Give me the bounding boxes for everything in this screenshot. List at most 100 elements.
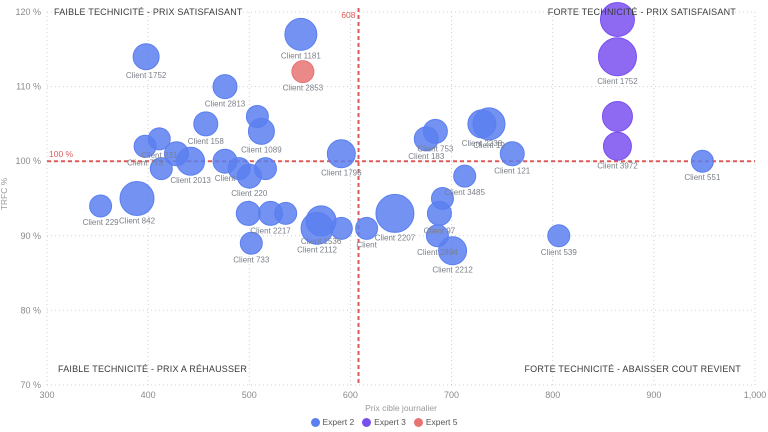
data-point — [547, 224, 571, 248]
point-label: Client 1796 — [321, 169, 362, 178]
legend-label: Expert 2 — [322, 417, 355, 427]
point-label: Client 97 — [424, 226, 456, 235]
data-point — [355, 216, 379, 240]
data-point — [599, 1, 635, 37]
data-point — [193, 111, 219, 137]
legend-label: Expert 3 — [374, 417, 406, 427]
data-point — [284, 17, 318, 51]
data-point — [601, 100, 633, 132]
point-label: Client 2238 — [462, 139, 503, 148]
point-label: Client 1536 — [301, 237, 342, 246]
legend-item[interactable]: Expert 5 — [413, 417, 458, 427]
point-label: Client 2207 — [375, 233, 416, 242]
data-point — [422, 118, 448, 144]
data-point — [149, 157, 173, 181]
y-tick-label: 120 % — [15, 7, 41, 17]
point-label: Client 1181 — [281, 51, 321, 60]
point-label: Client 3972 — [597, 161, 638, 170]
data-point — [274, 201, 298, 225]
point-label: Client 220 — [231, 189, 268, 198]
x-reference-label: 608 — [341, 10, 355, 20]
point-label: Client 1752 — [597, 77, 638, 86]
point-label: Client 2217 — [250, 226, 291, 235]
point-labels: Client 1752 Client 1181 Client 2813 Client … — [83, 51, 721, 274]
point-label: Client 3485 — [444, 188, 485, 197]
y-tick-label: 100 % — [15, 156, 41, 166]
x-tick-label: 900 — [646, 390, 661, 400]
point-label: Client 2013 — [170, 176, 211, 185]
data-point — [438, 236, 468, 266]
y-tick-label: 90 % — [20, 231, 41, 241]
legend-item[interactable]: Expert 3 — [362, 417, 406, 427]
point-label: Client 231 — [141, 151, 178, 160]
point-label: Client 1752 — [126, 71, 167, 80]
legend: Expert 2 Expert 3 Expert 5 — [0, 417, 768, 429]
reference-lines: 608 100 % — [47, 8, 755, 385]
data-point — [597, 37, 637, 77]
data-points — [89, 1, 714, 266]
data-point — [499, 141, 525, 167]
y-tick-label: 80 % — [20, 305, 41, 315]
data-point — [89, 194, 113, 218]
point-label: Client 229 — [83, 218, 120, 227]
data-point — [176, 146, 206, 176]
legend-dot — [413, 417, 423, 427]
data-point — [426, 200, 452, 226]
point-label: Client 158 — [188, 137, 225, 146]
point-label: Client — [215, 174, 236, 183]
x-tick-label: 400 — [141, 390, 156, 400]
point-label: Client 733 — [233, 255, 270, 264]
data-point — [472, 107, 506, 141]
data-point — [375, 193, 415, 233]
quadrant-label-top-left: FAIBLE TECHNICITÉ - PRIX SATISFAISANT — [54, 7, 243, 17]
data-point — [690, 149, 714, 173]
point-label: Client 773 — [127, 158, 164, 167]
data-point — [147, 127, 171, 151]
data-point — [247, 117, 275, 145]
point-label: Client 2894 — [417, 248, 458, 257]
data-point — [291, 60, 315, 84]
data-point — [253, 157, 277, 181]
quadrant-label-bottom-left: FAIBLE TECHNICITÉ - PRIX A RÉHAUSSER — [58, 364, 247, 374]
data-point — [212, 74, 238, 100]
point-label: Client 183 — [408, 152, 445, 161]
point-label: Client 539 — [541, 248, 578, 257]
y-tick-label: 110 % — [16, 82, 41, 92]
y-axis-label: TRFC % — [0, 177, 9, 210]
x-tick-label: 600 — [343, 390, 358, 400]
data-point — [239, 231, 263, 255]
point-label: Client 1089 — [241, 145, 282, 154]
x-tick-label: 300 — [39, 390, 54, 400]
point-label: Client 842 — [119, 217, 156, 226]
legend-dot — [310, 417, 320, 427]
axis-ticks: 300 400 500 600 700 800 900 1,000 70 % 80 % 90 % 10… — [15, 7, 766, 400]
x-tick-label: 500 — [242, 390, 257, 400]
point-label: Client 753 — [417, 144, 454, 153]
data-point — [453, 164, 477, 188]
data-point — [602, 131, 632, 161]
y-reference-label: 100 % — [49, 149, 74, 159]
point-label: Client 2212 — [432, 266, 473, 275]
x-tick-label: 800 — [545, 390, 560, 400]
point-label: Client 2112 — [297, 245, 337, 254]
y-tick-label: 70 % — [20, 380, 41, 390]
point-label: Client 2813 — [205, 100, 246, 109]
x-tick-label: 700 — [444, 390, 459, 400]
point-label: Client 551 — [684, 173, 721, 182]
legend-item[interactable]: Expert 2 — [310, 417, 355, 427]
quadrant-label-top-right: FORTE TECHNICITÉ - PRIX SATISFAISANT — [548, 7, 737, 17]
point-label: Client 19 — [473, 141, 505, 150]
data-point — [235, 200, 261, 226]
point-label: Client 2853 — [283, 84, 324, 93]
point-label: Client 121 — [494, 167, 531, 176]
legend-dot — [362, 417, 372, 427]
point-label: Client — [356, 240, 377, 249]
quadrant-label-bottom-right: FORTE TECHNICITÉ - ABAISSER COUT REVIENT — [524, 364, 741, 374]
x-tick-label: 1,000 — [744, 390, 767, 400]
legend-label: Expert 5 — [425, 417, 458, 427]
data-point — [326, 139, 356, 169]
x-axis-label: Prix cible journalier — [365, 403, 437, 413]
data-point — [132, 43, 160, 71]
data-point — [119, 181, 155, 216]
